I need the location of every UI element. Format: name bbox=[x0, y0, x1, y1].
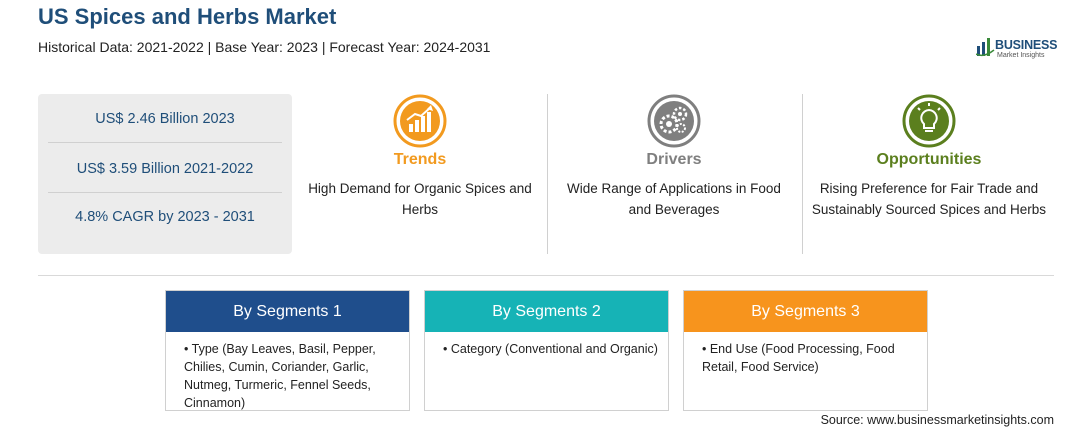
segment-1-body: • Type (Bay Leaves, Basil, Pepper, Chili… bbox=[184, 342, 376, 410]
stat-divider bbox=[48, 192, 282, 193]
opportunities-column: Opportunities Rising Preference for Fair… bbox=[804, 94, 1054, 244]
segment-2-body: • Category (Conventional and Organic) bbox=[443, 342, 658, 356]
logo-name: BUSINESS bbox=[995, 38, 1058, 52]
logo-tagline: Market Insights bbox=[997, 52, 1045, 59]
trends-column: Trends High Demand for Organic Spices an… bbox=[295, 94, 545, 244]
section-divider bbox=[38, 275, 1054, 276]
market-value-2023: US$ 2.46 Billion 2023 bbox=[95, 111, 235, 127]
segment-card-2: By Segments 2 • Category (Conventional a… bbox=[424, 290, 669, 411]
lightbulb-icon bbox=[902, 94, 956, 148]
drivers-text: Wide Range of Applications in Food and B… bbox=[567, 181, 781, 217]
stat-divider bbox=[48, 142, 282, 143]
gears-icon bbox=[647, 94, 701, 148]
market-stats-panel: US$ 2.46 Billion 2023 US$ 3.59 Billion 2… bbox=[38, 94, 292, 254]
segment-2-heading: By Segments 2 bbox=[425, 291, 668, 332]
trends-text: High Demand for Organic Spices and Herbs bbox=[308, 181, 532, 217]
page-subtitle: Historical Data: 2021-2022 | Base Year: … bbox=[38, 39, 491, 55]
segment-card-1: By Segments 1 • Type (Bay Leaves, Basil,… bbox=[165, 290, 410, 411]
source-note: Source: www.businessmarketinsights.com bbox=[820, 413, 1054, 427]
opportunities-heading: Opportunities bbox=[876, 151, 982, 168]
column-divider bbox=[802, 94, 803, 254]
segment-3-body: • End Use (Food Processing, Food Retail,… bbox=[702, 342, 895, 374]
segment-card-3: By Segments 3 • End Use (Food Processing… bbox=[683, 290, 928, 411]
segment-3-heading: By Segments 3 bbox=[684, 291, 927, 332]
business-market-insights-logo bbox=[976, 38, 995, 57]
drivers-heading: Drivers bbox=[646, 151, 702, 168]
cagr-value: 4.8% CAGR by 2023 - 2031 bbox=[75, 209, 255, 225]
market-value-historical: US$ 3.59 Billion 2021-2022 bbox=[76, 161, 254, 177]
segment-1-heading: By Segments 1 bbox=[166, 291, 409, 332]
opportunities-text: Rising Preference for Fair Trade and Sus… bbox=[811, 181, 1047, 217]
page-title: US Spices and Herbs Market bbox=[38, 4, 337, 29]
trends-heading: Trends bbox=[393, 151, 447, 168]
column-divider bbox=[547, 94, 548, 254]
chart-growth-icon bbox=[393, 94, 447, 148]
drivers-column: Drivers Wide Range of Applications in Fo… bbox=[549, 94, 799, 244]
